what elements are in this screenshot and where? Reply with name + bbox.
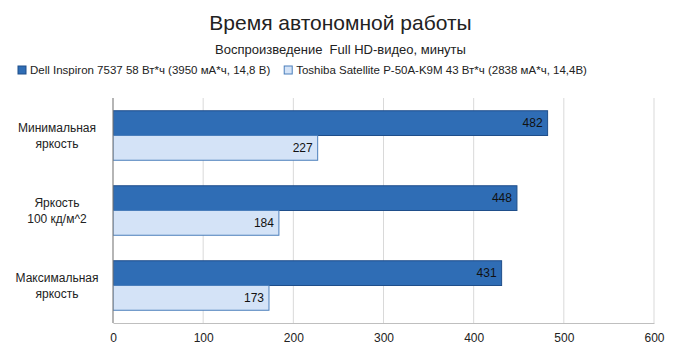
subtitle: Воспроизведение Full HD-видео, минуты (215, 42, 466, 57)
title: Время автономной работы (209, 11, 471, 34)
legend-label: Toshiba Satellite P-50A-K9M 43 Вт*ч (283… (296, 64, 587, 76)
grid-line (654, 98, 655, 323)
y-axis-line (113, 98, 114, 323)
grid-line (563, 98, 564, 323)
tick: 600 (644, 323, 664, 345)
tick: 500 (554, 323, 574, 345)
legend-swatch (284, 66, 292, 74)
grid (113, 98, 654, 323)
tick: 400 (464, 323, 484, 345)
data-label: 184 (254, 216, 274, 230)
tick-label: 400 (464, 331, 484, 345)
tick-label: 500 (554, 331, 574, 345)
data-labels: 482 448 431 227 184 173 (244, 116, 543, 305)
tick-label: 600 (644, 331, 664, 345)
tick: 300 (374, 323, 394, 345)
data-label: 173 (244, 291, 264, 305)
category-label: Максимальнаяяркость (16, 271, 99, 301)
tick: 0 (110, 323, 117, 345)
bar (113, 211, 279, 236)
data-label: 482 (523, 116, 543, 130)
tick: 200 (284, 323, 304, 345)
legend-swatch (18, 66, 26, 74)
category-label: Минимальнаяяркость (18, 121, 96, 151)
category-label: Яркость100 кд/м^2 (27, 196, 87, 226)
legend-item: Toshiba Satellite P-50A-K9M 43 Вт*ч (283… (284, 64, 587, 76)
tick: 100 (194, 323, 214, 345)
x-axis: 0 100 200 300 400 500 600 (110, 323, 665, 345)
bars (113, 111, 548, 311)
category-labels: Минимальнаяяркость Яркость100 кд/м^2 Макси… (16, 121, 99, 301)
axis-line (114, 323, 655, 324)
data-label: 227 (293, 141, 313, 155)
tick-label: 300 (374, 331, 394, 345)
tick-label: 200 (284, 331, 304, 345)
bar (113, 286, 269, 311)
grid-line (113, 98, 114, 323)
chart: Время автономной работы Воспроизведение F… (0, 0, 681, 351)
bar (113, 186, 517, 211)
bar (113, 136, 318, 161)
data-label: 431 (477, 266, 497, 280)
data-label: 448 (492, 191, 512, 205)
bar (113, 261, 502, 286)
tick-label: 100 (194, 331, 214, 345)
legend: Dell Inspiron 7537 58 Вт*ч (3950 мА*ч, 1… (18, 64, 587, 76)
bar (113, 111, 548, 136)
legend-item: Dell Inspiron 7537 58 Вт*ч (3950 мА*ч, 1… (18, 64, 270, 76)
legend-label: Dell Inspiron 7537 58 Вт*ч (3950 мА*ч, 1… (30, 64, 270, 76)
tick-label: 0 (110, 331, 117, 345)
